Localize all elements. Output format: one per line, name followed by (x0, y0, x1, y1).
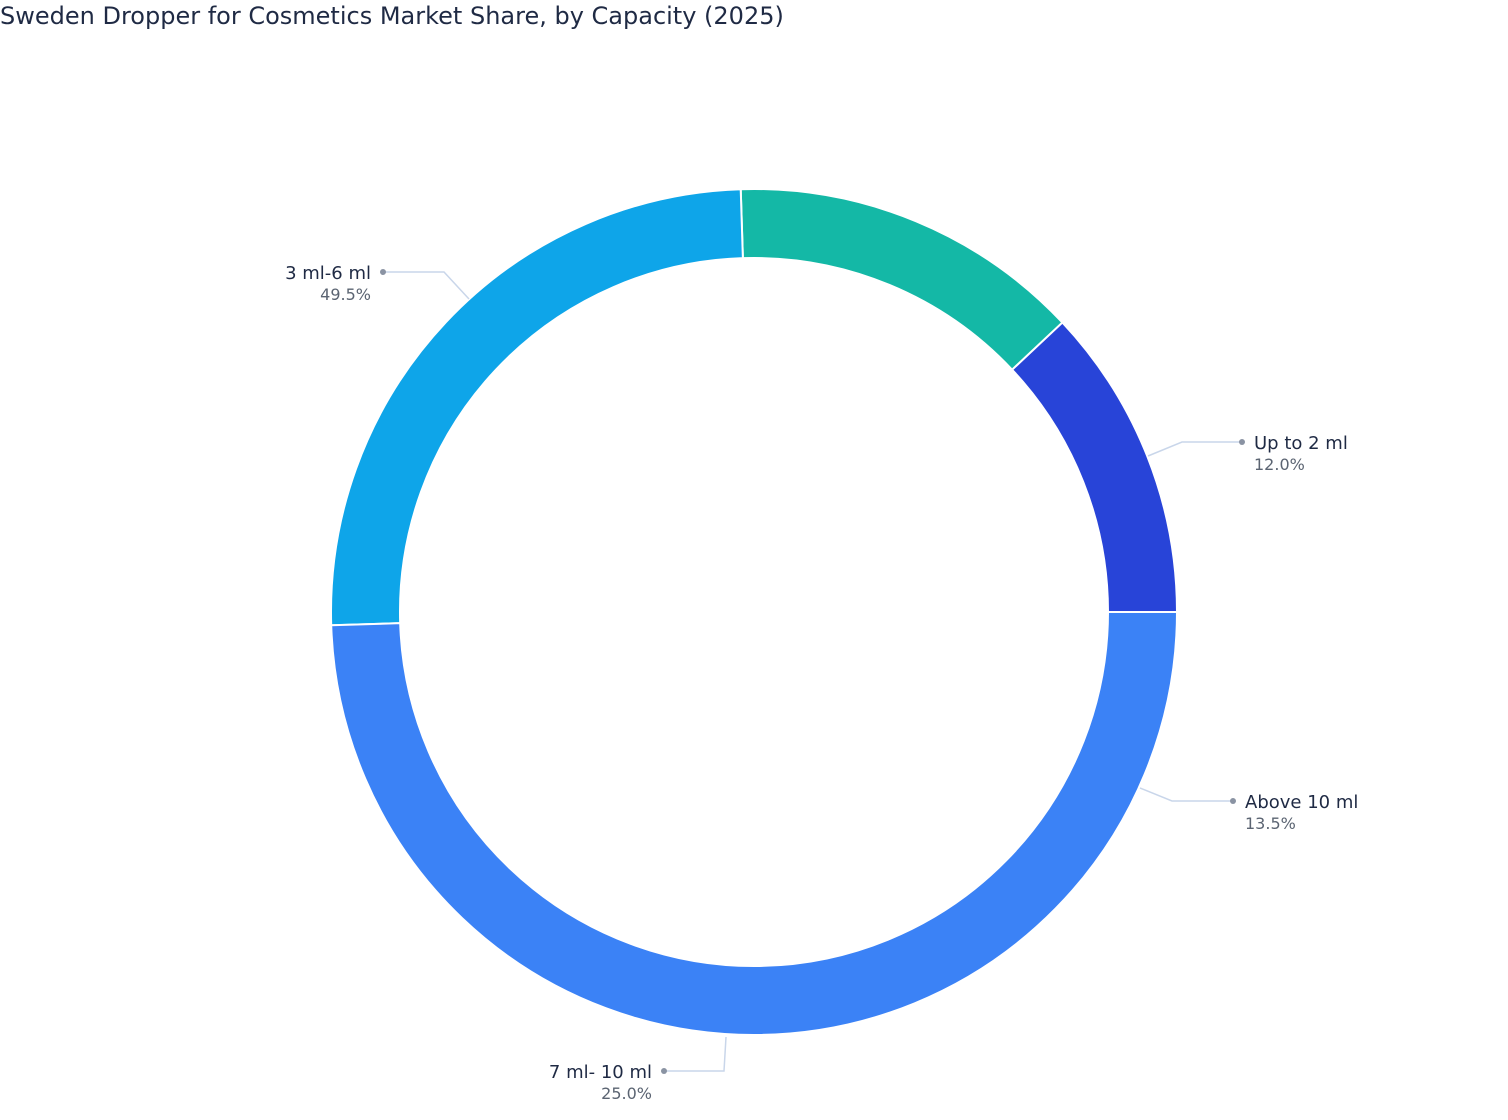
slice-label-2: Above 10 ml (1245, 792, 1358, 813)
donut-slice-4 (330, 611, 1179, 1036)
leader-line-2 (1139, 787, 1233, 802)
slice-percent-1: 12.0% (1254, 455, 1305, 474)
leader-line-1 (1147, 441, 1242, 457)
slice-label-1: Up to 2 ml (1254, 433, 1348, 454)
leader-line-4 (383, 271, 470, 300)
slice-label-4: 3 ml-6 ml (285, 263, 371, 284)
donut-slice-2 (739, 188, 1064, 372)
leader-dot-3 (661, 1068, 667, 1074)
slice-label-3: 7 ml- 10 ml (549, 1062, 652, 1083)
leader-dot-4 (380, 269, 386, 275)
donut-slices (330, 188, 1179, 1036)
leader-line-3 (664, 1036, 727, 1072)
donut-slice-1 (1010, 321, 1179, 613)
leader-dot-2 (1230, 798, 1236, 804)
donut-slice-3 (330, 188, 744, 627)
leader-lines (380, 269, 1245, 1074)
chart-title: Sweden Dropper for Cosmetics Market Shar… (0, 2, 784, 30)
slice-percent-3: 25.0% (601, 1084, 652, 1103)
slice-percent-4: 49.5% (320, 285, 371, 304)
leader-dot-1 (1239, 439, 1245, 445)
slice-percent-2: 13.5% (1245, 814, 1296, 833)
